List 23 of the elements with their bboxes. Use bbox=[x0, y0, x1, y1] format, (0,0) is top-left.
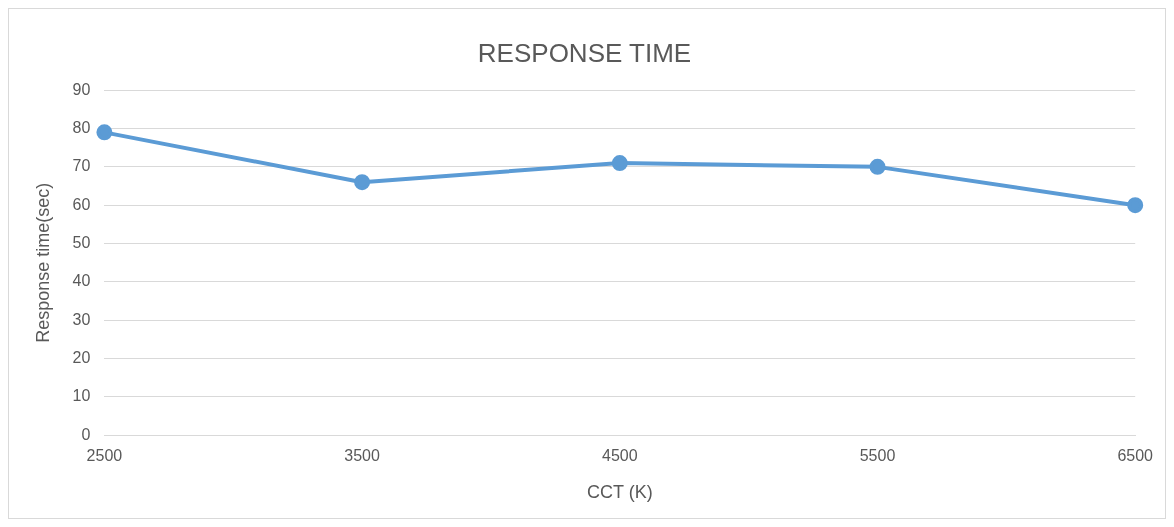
point bbox=[869, 158, 886, 175]
x-axis-title: CCT (K) bbox=[586, 482, 653, 503]
chart-title: RESPONSE TIME bbox=[477, 37, 692, 68]
y-tick-label: 40 bbox=[72, 272, 91, 290]
y-tick-label: 60 bbox=[72, 195, 91, 213]
y-tick-label: 10 bbox=[72, 387, 91, 405]
point bbox=[1127, 197, 1144, 214]
y-tick-label: 0 bbox=[81, 425, 91, 443]
y-tick-label: 50 bbox=[72, 233, 91, 251]
point bbox=[354, 174, 371, 191]
x-tick-label: 6500 bbox=[1117, 447, 1154, 465]
y-axis-title: Response time(sec) bbox=[32, 182, 53, 343]
x-tick-label: 3500 bbox=[344, 447, 380, 465]
x-tick-label: 4500 bbox=[602, 447, 638, 465]
point bbox=[611, 155, 628, 172]
y-tick-label: 30 bbox=[72, 310, 91, 328]
x-tick-label: 2500 bbox=[86, 447, 123, 465]
y-tick-label: 20 bbox=[72, 348, 91, 366]
x-tick-label: 5500 bbox=[859, 447, 896, 465]
y-tick-label: 90 bbox=[72, 80, 91, 98]
y-tick-label: 80 bbox=[72, 118, 91, 136]
y-tick-label: 70 bbox=[72, 157, 91, 175]
point bbox=[96, 124, 113, 141]
